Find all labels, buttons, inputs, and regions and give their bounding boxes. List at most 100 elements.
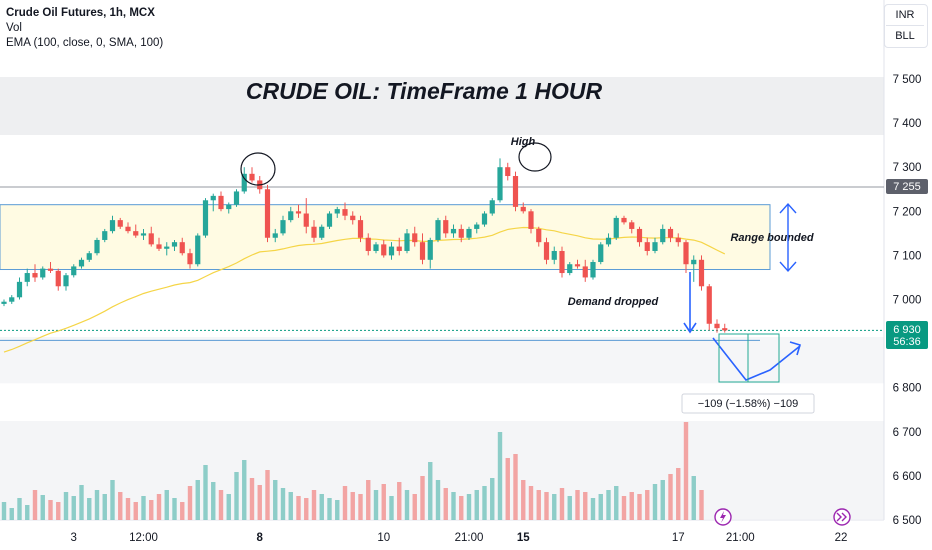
candle-body <box>187 253 193 265</box>
vol-label[interactable]: Vol <box>6 22 22 34</box>
volume-bar <box>699 490 704 520</box>
candle-body <box>505 167 511 177</box>
volume-bar <box>249 478 255 520</box>
candle-body <box>311 226 317 238</box>
volume-bar <box>118 492 123 520</box>
volume-bar <box>110 480 115 520</box>
volume-bar <box>327 498 332 520</box>
time-axis[interactable]: 3 12:00 8 10 21:00 15 17 21:00 22 <box>71 532 848 544</box>
candle-body <box>520 206 526 212</box>
ema-line <box>3 226 726 353</box>
candle-body <box>598 244 604 263</box>
candle-body <box>32 273 38 278</box>
candle-body <box>148 233 154 245</box>
candle-body <box>102 231 108 240</box>
candle-body <box>86 253 92 260</box>
measure-tool <box>681 333 815 414</box>
time-tick-label: 21:00 <box>455 532 484 544</box>
time-tick-label: 10 <box>377 532 390 544</box>
candle-body <box>551 250 557 260</box>
candle-body <box>109 220 116 232</box>
price-tick-label: 7 000 <box>893 295 922 307</box>
volume-bar <box>428 462 433 520</box>
volume-bar <box>296 496 301 520</box>
volume-bar <box>304 498 309 520</box>
candle-body <box>125 226 131 232</box>
candle-body <box>474 224 480 229</box>
volume-bar <box>474 490 479 520</box>
headline-text: CRUDE OIL: TimeFrame 1 HOUR <box>246 78 603 104</box>
volume-bar <box>676 468 681 520</box>
volume-bar <box>40 495 45 520</box>
candle-body <box>396 246 402 251</box>
candle-body <box>272 233 278 238</box>
candle-body <box>435 220 441 240</box>
symbol-line[interactable]: Crude Oil Futures, 1h, MCX <box>6 7 155 19</box>
volume-bar <box>443 488 448 520</box>
candle-body <box>691 259 697 265</box>
volume-bar <box>242 460 247 520</box>
candle-body <box>443 220 449 234</box>
volume-bar <box>621 496 627 520</box>
level-price-tag: 7 255 <box>886 179 928 194</box>
price-tick-label: 7 400 <box>893 118 922 130</box>
ema-label[interactable]: EMA (100, close, 0, SMA, 100) <box>6 37 164 49</box>
candle-body <box>210 195 216 201</box>
volume-pane-bg <box>0 421 884 519</box>
candle-body <box>567 264 573 274</box>
candle-body <box>636 228 643 243</box>
candle-body <box>280 220 286 234</box>
volume-bar <box>311 490 317 520</box>
volume-bar <box>257 485 262 520</box>
candle-body <box>24 273 30 282</box>
candle-body <box>319 226 325 238</box>
candle-body <box>9 297 15 302</box>
volume-bar <box>451 492 456 520</box>
volume-bar <box>17 498 22 520</box>
candle-body <box>667 228 674 238</box>
lightning-event-icon[interactable] <box>714 508 732 526</box>
projection-path <box>712 337 801 381</box>
volume-bar <box>63 492 69 520</box>
volume-bar <box>32 490 38 520</box>
volume-bar <box>226 494 231 520</box>
fast-forward-icon[interactable] <box>833 508 851 526</box>
volume-bar <box>273 480 278 520</box>
candle-body <box>497 167 503 201</box>
candle-body <box>536 228 542 243</box>
volume-bar <box>319 494 324 520</box>
candle-body <box>40 268 46 278</box>
volume-bar <box>637 494 642 520</box>
volume-bar <box>397 482 402 520</box>
time-tick-label: 8 <box>257 532 264 544</box>
candle-body <box>698 259 705 287</box>
svg-text:7 255: 7 255 <box>893 181 921 193</box>
time-tick-label: 3 <box>71 532 77 544</box>
price-tick-label: 7 500 <box>893 74 922 86</box>
volume-bar <box>125 498 131 520</box>
svg-text:56:36: 56:36 <box>893 336 921 348</box>
candle-body <box>117 220 123 227</box>
volume-bar <box>342 486 348 520</box>
candle-body <box>559 250 565 274</box>
volume-bar <box>195 480 200 520</box>
volume-bar <box>513 454 518 520</box>
candle-body <box>590 262 596 278</box>
candle-body <box>94 239 100 254</box>
candle-body <box>450 228 457 234</box>
volume-bar <box>25 505 30 520</box>
candle-body <box>202 200 209 236</box>
currency-bll-button[interactable]: BLL <box>895 30 915 42</box>
volume-bar <box>652 484 658 520</box>
volume-bar <box>187 486 193 520</box>
candle-body <box>629 222 635 229</box>
candle-body <box>528 211 534 229</box>
candle-body <box>303 213 309 227</box>
high-label: High <box>511 136 536 148</box>
candle-body <box>55 270 61 287</box>
currency-inr-button[interactable]: INR <box>895 9 915 21</box>
candle-body <box>381 244 387 256</box>
last-price-tag: 6 930 56:36 <box>886 321 928 349</box>
